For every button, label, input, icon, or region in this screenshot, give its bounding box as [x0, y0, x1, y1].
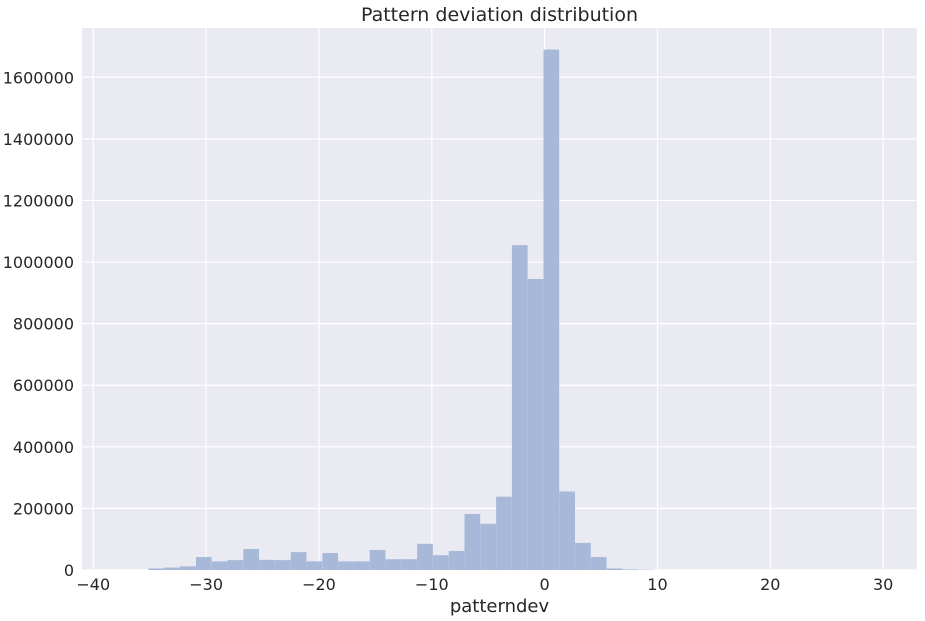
histogram-bar: [259, 559, 275, 570]
y-tick-label: 1200000: [3, 191, 74, 210]
x-tick-label: 30: [873, 575, 893, 594]
histogram-bar: [290, 552, 307, 570]
x-tick-label: −20: [302, 575, 336, 594]
y-tick-label: 0: [64, 561, 74, 580]
histogram-bar: [622, 569, 639, 570]
x-tick-label: 10: [647, 575, 667, 594]
histogram-bar: [164, 567, 181, 570]
histogram-bar: [464, 513, 481, 570]
histogram-bar: [227, 560, 244, 570]
x-tick-label: −40: [76, 575, 110, 594]
histogram-bar: [369, 549, 386, 570]
histogram-bar: [543, 49, 560, 570]
y-tick-label: 800000: [13, 315, 74, 334]
y-tick-label: 1000000: [3, 253, 74, 272]
y-tick-label: 400000: [13, 438, 74, 457]
histogram-bar: [306, 561, 323, 570]
x-axis-label: patterndev: [450, 596, 550, 617]
x-tick-label: −30: [189, 575, 223, 594]
x-tick-label: 0: [540, 575, 550, 594]
histogram-bar: [575, 542, 591, 570]
histogram-bar: [432, 555, 449, 570]
histogram-bar: [527, 278, 544, 570]
histogram-bar: [338, 561, 354, 570]
histogram-bar: [496, 496, 512, 570]
histogram-bar: [606, 568, 623, 570]
histogram-bar: [353, 561, 370, 570]
histogram-bar: [385, 559, 402, 570]
histogram-bar: [480, 523, 497, 570]
histogram-bar: [448, 550, 465, 570]
histogram-bar: [417, 543, 433, 570]
histogram-bar: [274, 560, 291, 570]
x-tick-labels: −40 −30 −20 −10 0 10 20 30: [76, 575, 893, 594]
grid-lines: [82, 28, 917, 571]
histogram-bar: [401, 559, 418, 570]
histogram-bar: [148, 568, 165, 570]
x-tick-label: −10: [415, 575, 449, 594]
histogram-bar: [590, 557, 607, 570]
y-tick-label: 1400000: [3, 130, 74, 149]
histogram-bar: [243, 549, 260, 570]
y-tick-labels: 0 200000 400000 600000 800000 1000000 1200000 1…: [3, 68, 74, 580]
x-tick-label: 20: [760, 575, 780, 594]
y-tick-label: 600000: [13, 376, 74, 395]
histogram-bars: [148, 49, 654, 570]
histogram-bar: [211, 561, 228, 570]
plot-area: [82, 28, 917, 570]
histogram-bar: [511, 245, 528, 570]
histogram-bar: [180, 566, 196, 570]
histogram-bar: [195, 557, 212, 570]
y-tick-label: 1600000: [3, 68, 74, 87]
histogram-bar: [559, 491, 575, 570]
chart-title: Pattern deviation distribution: [361, 4, 638, 26]
histogram-bar: [322, 553, 339, 570]
y-tick-label: 200000: [13, 499, 74, 518]
